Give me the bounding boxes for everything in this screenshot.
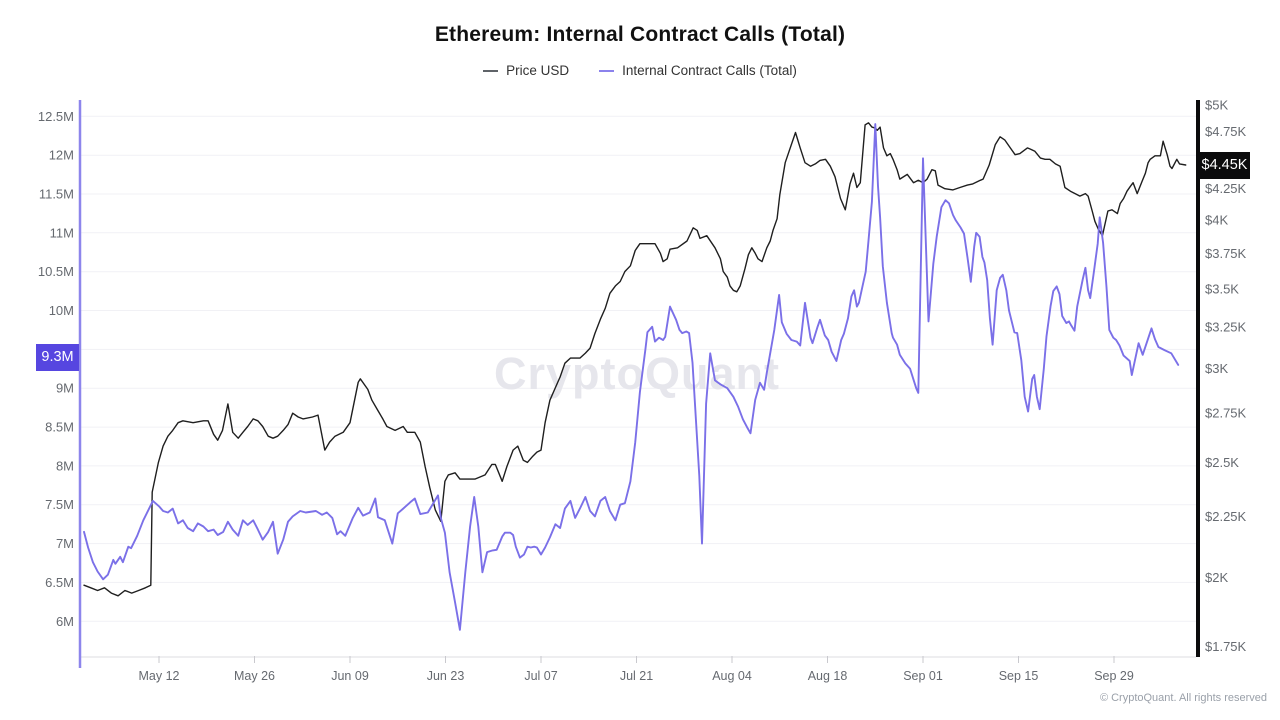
- y-right-tick-label: $2K: [1205, 570, 1228, 585]
- y-right-tick-label: $2.5K: [1205, 455, 1239, 470]
- plot-area[interactable]: [80, 100, 1196, 657]
- x-tick-label: Sep 01: [903, 669, 943, 683]
- y-left-tick-label: 11M: [50, 225, 74, 240]
- copyright-note: © CryptoQuant. All rights reserved: [1099, 692, 1267, 704]
- x-tick-label: May 12: [139, 669, 180, 683]
- y-left-tick-label: 8.5M: [45, 420, 74, 435]
- y-left-tick-label: 7M: [56, 536, 74, 551]
- x-tick-label: Sep 29: [1094, 669, 1134, 683]
- y-left-tick-label: 11.5M: [39, 187, 74, 202]
- price-line-swatch-icon: [483, 69, 499, 72]
- last-value-badge-price: $4.45K: [1199, 152, 1250, 179]
- x-tick-label: Jun 23: [427, 669, 465, 683]
- y-left-tick-label: 12.5M: [38, 109, 74, 124]
- legend-label-internal-contract-calls: Internal Contract Calls (Total): [622, 63, 797, 78]
- y-right-tick-label: $4K: [1205, 213, 1228, 228]
- legend-item-internal-contract-calls[interactable]: Internal Contract Calls (Total): [599, 63, 797, 78]
- y-right-tick-label: $3.25K: [1205, 320, 1247, 335]
- x-tick-label: Jul 07: [524, 669, 557, 683]
- y-left-tick-label: 10.5M: [38, 264, 74, 279]
- legend-label-price-usd: Price USD: [506, 63, 570, 78]
- y-axis-right-bar: [1196, 100, 1200, 657]
- y-left-tick-label: 12M: [49, 148, 74, 163]
- y-left-tick-label: 8M: [56, 458, 74, 473]
- y-right-tick-label: $5K: [1205, 97, 1228, 112]
- y-right-tick-label: $4.25K: [1205, 181, 1247, 196]
- x-tick-label: Sep 15: [999, 669, 1039, 683]
- y-left-tick-label: 9M: [56, 381, 74, 396]
- x-tick-label: Aug 18: [808, 669, 848, 683]
- x-tick-label: Jul 21: [620, 669, 653, 683]
- y-right-tick-label: $2.25K: [1205, 509, 1247, 524]
- page-title: Ethereum: Internal Contract Calls (Total…: [434, 23, 846, 46]
- legend-item-price-usd[interactable]: Price USD: [483, 63, 569, 78]
- y-right-tick-label: $4.75K: [1205, 124, 1247, 139]
- y-right-tick-label: $2.75K: [1205, 406, 1247, 421]
- calls-line: [83, 123, 1180, 631]
- y-right-tick-label: $1.75K: [1205, 639, 1247, 654]
- y-left-tick-label: 6.5M: [45, 575, 74, 590]
- x-tick-label: Aug 04: [712, 669, 752, 683]
- legend: Price USD Internal Contract Calls (Total…: [0, 63, 1280, 78]
- calls-line-swatch-icon: [599, 69, 615, 72]
- y-right-tick-label: $3.5K: [1205, 281, 1239, 296]
- x-tick-label: May 26: [234, 669, 275, 683]
- x-tick-label: Jun 09: [331, 669, 369, 683]
- y-left-tick-label: 10M: [49, 303, 74, 318]
- y-left-tick-label: 6M: [56, 614, 74, 629]
- y-left-tick-label: 7.5M: [45, 497, 74, 512]
- price-line: [83, 122, 1187, 597]
- last-value-badge-calls: 9.3M: [36, 344, 79, 371]
- watermark-text: CryptoQuant: [494, 348, 780, 399]
- y-right-tick-label: $3.75K: [1205, 246, 1247, 261]
- y-right-tick-label: $3K: [1205, 361, 1228, 376]
